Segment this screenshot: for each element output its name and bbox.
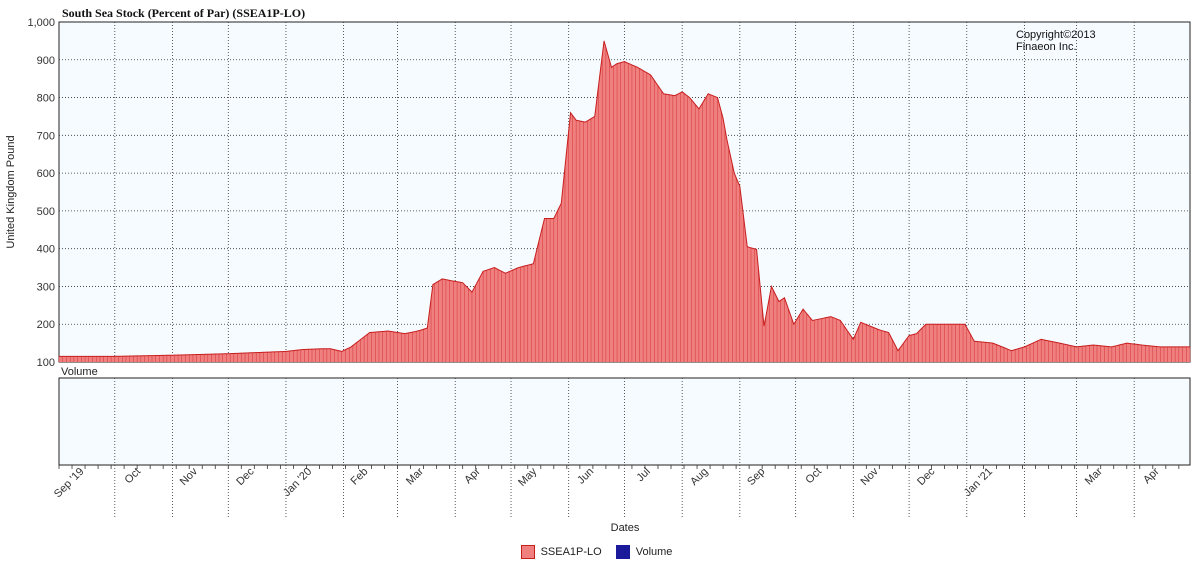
x-axis-label: Dates [611, 522, 640, 534]
copyright-line-2: Finaeon Inc. [1016, 41, 1077, 53]
y-tick-label: 600 [37, 168, 55, 180]
y-tick-label: 1,000 [27, 17, 55, 29]
legend-label-ssea1p-lo: SSEA1P-LO [540, 546, 602, 558]
x-tick-label: May [516, 465, 540, 489]
x-tick-label: Mar [1083, 465, 1105, 487]
y-tick-label: 300 [37, 281, 55, 293]
copyright-line-1: Copyright©2013 [1016, 29, 1096, 41]
volume-panel-label: Volume [61, 366, 98, 378]
x-axis-ticks: Sep '19 Oct Nov Dec Jan '20 Feb Mar Apr May Jun Ju… [52, 465, 1162, 500]
x-tick-label: Sep '19 [52, 466, 87, 501]
x-tick-label: Jul [634, 466, 652, 484]
x-tick-label: Dec [234, 465, 257, 488]
y-tick-label: 200 [37, 319, 55, 331]
series-day-lines [58, 47, 1191, 362]
x-tick-label: Aug [688, 466, 710, 488]
legend-label-volume: Volume [635, 546, 673, 558]
y-tick-label: 700 [37, 130, 55, 142]
x-tick-label: Apr [462, 465, 483, 486]
y-tick-label: 400 [37, 244, 55, 256]
y-tick-label: 900 [37, 55, 55, 67]
y-axis-label: United Kingdom Pound [5, 135, 17, 248]
x-tick-label: Oct [803, 466, 824, 487]
x-tick-label: Nov [859, 465, 882, 488]
x-axis-minor-ticks [58, 465, 1180, 469]
x-tick-label: Jan '21 [962, 466, 995, 499]
series-ssea1p-lo [58, 40, 1191, 362]
chart-title: South Sea Stock (Percent of Par) (SSEA1P… [62, 6, 305, 20]
volume-gridlines [114, 378, 1135, 518]
y-tick-label: 100 [37, 357, 55, 369]
x-tick-label: Nov [178, 465, 201, 488]
legend: SSEA1P-LO Volume [0, 543, 1193, 561]
legend-item-volume[interactable]: Volume [615, 545, 673, 559]
volume-plot-area [58, 377, 1191, 466]
x-tick-label: Feb [349, 466, 371, 488]
x-tick-label: Oct [123, 466, 144, 487]
legend-swatch-ssea1p-lo [520, 545, 535, 559]
x-tick-label: Mar [404, 465, 426, 487]
y-tick-label: 800 [37, 93, 55, 105]
x-tick-label: Apr [1141, 465, 1162, 486]
y-tick-label: 500 [37, 206, 55, 218]
y-axis-ticks: 100 200 300 400 500 600 700 800 900 1,000 [27, 17, 55, 369]
x-tick-label: Sep [745, 466, 767, 488]
price-gridlines [59, 22, 1190, 362]
legend-item-ssea1p-lo[interactable]: SSEA1P-LO [520, 545, 602, 559]
x-tick-label: Jan '20 [281, 466, 314, 499]
legend-swatch-volume [615, 545, 630, 559]
